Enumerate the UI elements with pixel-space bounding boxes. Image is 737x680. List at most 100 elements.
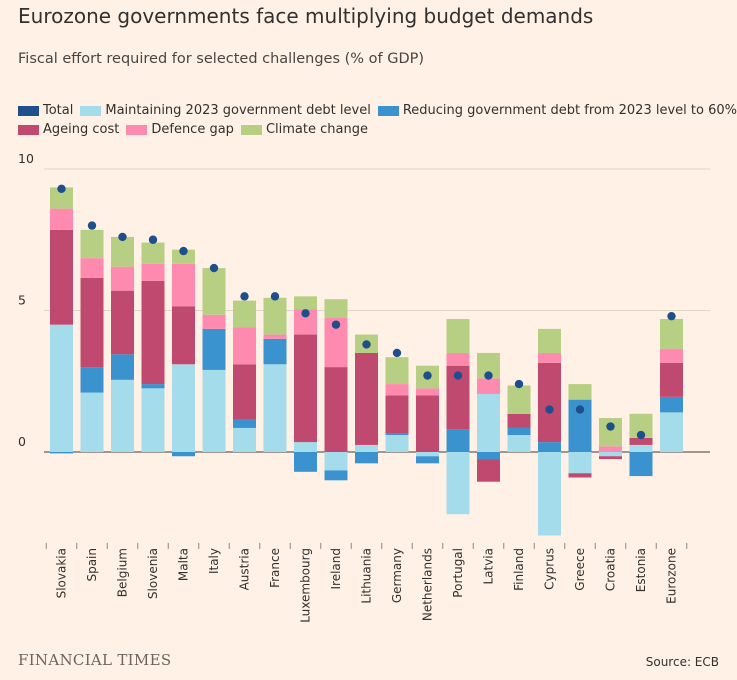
legend-item-total: Total (18, 103, 73, 118)
bar-segment (538, 362, 561, 443)
y-tick-label: 0 (18, 434, 26, 449)
legend-swatch-ageing (18, 124, 39, 135)
bar-segment (324, 317, 348, 368)
bar-segment (629, 444, 653, 452)
total-dot (392, 348, 402, 358)
bar-segment (324, 367, 348, 452)
legend-swatch-maintaining-debt (80, 105, 102, 116)
bar-segment (599, 418, 622, 447)
legend-item-climate: Climate change (240, 122, 368, 137)
total-dot (331, 320, 341, 329)
bar-segment (80, 277, 104, 368)
category-label: Greece (573, 548, 587, 591)
bar-segment (233, 364, 256, 420)
category-label: Cyprus (543, 548, 557, 590)
bar-segment (111, 266, 134, 291)
category-label: Luxembourg (299, 548, 313, 623)
total-dot (270, 292, 280, 301)
bar-segment (50, 187, 73, 209)
y-tick-label: 10 (18, 151, 34, 166)
bar-segment (233, 300, 256, 328)
bar-segment (507, 413, 531, 428)
bar-segment (294, 296, 317, 310)
bar-segment (141, 280, 165, 385)
bar-segment (660, 362, 683, 397)
bar-segment (324, 470, 348, 481)
bar-segment (416, 456, 439, 464)
bar-segment (172, 452, 195, 457)
bar-segment (568, 473, 592, 478)
bar-segment (660, 348, 683, 363)
bar-segment (233, 327, 256, 365)
bar-segment (385, 433, 409, 436)
legend-label-reducing-debt: Reducing government debt from 2023 level… (402, 103, 737, 118)
total-dot (667, 311, 676, 321)
bar-segment (294, 334, 317, 443)
legend-swatch-reducing-debt (377, 105, 399, 116)
total-dot (118, 232, 127, 242)
bar-segment (385, 384, 409, 396)
bar-segment (568, 399, 592, 452)
category-label: Eurozone (665, 548, 679, 604)
bar-segment (263, 334, 287, 339)
category-label: Finland (512, 548, 526, 591)
legend-swatch-climate (240, 124, 262, 135)
legend-swatch-total (18, 105, 39, 116)
legend-row-1: Total Maintaining 2023 government debt l… (18, 101, 737, 120)
bar-segment (660, 318, 683, 349)
bar-segment (50, 324, 73, 452)
legend-label-ageing: Ageing cost (43, 122, 120, 137)
bar-segment (355, 352, 378, 445)
bar-segment (294, 452, 317, 472)
source-note: Source: ECB (645, 655, 719, 669)
legend-item-maintaining-debt: Maintaining 2023 government debt level (80, 103, 371, 118)
category-label: Netherlands (421, 548, 435, 621)
bar-segment (172, 263, 195, 307)
category-label: Portugal (451, 548, 465, 598)
bar-segment (629, 437, 653, 445)
bar-segment (202, 328, 226, 370)
bar-segment (507, 435, 531, 452)
bar-segment (477, 459, 500, 482)
bar-segment (263, 338, 287, 365)
bar-segment (538, 352, 561, 363)
bar-segment (660, 396, 683, 413)
total-dot (606, 422, 615, 431)
bar-segment (172, 249, 195, 264)
bar-segment (538, 328, 561, 353)
bar-segment (141, 384, 165, 389)
bar-segment (141, 263, 165, 281)
bar-segment (538, 442, 561, 452)
bar-segment (202, 268, 226, 315)
legend-label-maintaining-debt: Maintaining 2023 government debt level (105, 103, 371, 118)
bar-segment (233, 419, 256, 428)
total-dot (453, 371, 463, 380)
category-label: Germany (390, 548, 404, 603)
total-dot (514, 379, 524, 389)
y-tick-label: 5 (18, 293, 26, 308)
bar-segment (111, 236, 134, 267)
category-label: Latvia (482, 548, 496, 585)
legend-item-ageing: Ageing cost (18, 122, 119, 137)
bar-segment (80, 229, 104, 259)
category-label: Austria (238, 548, 252, 590)
stacked-bar-chart: 0 5 10 Slovakia Spain Belgium Slovenia Malta Ita… (18, 151, 710, 623)
total-dot (57, 184, 66, 194)
category-label: Slovenia (146, 548, 160, 599)
bar-segment (202, 369, 226, 452)
bar-segment (141, 242, 165, 264)
total-dot (636, 430, 646, 440)
total-dot (301, 309, 310, 318)
total-dot (575, 405, 585, 414)
bar-segment (263, 297, 287, 335)
bar-segment (324, 452, 348, 471)
bar-segment (233, 427, 256, 452)
total-dot (240, 292, 249, 301)
bar-segment (446, 365, 470, 430)
bar-segment (385, 395, 409, 434)
legend-label-defence: Defence gap (151, 122, 234, 137)
chart-subtitle: Fiscal effort required for selected chal… (18, 51, 425, 67)
bar-segment (660, 412, 683, 452)
bar-segment (446, 318, 470, 353)
total-dot (423, 371, 432, 380)
